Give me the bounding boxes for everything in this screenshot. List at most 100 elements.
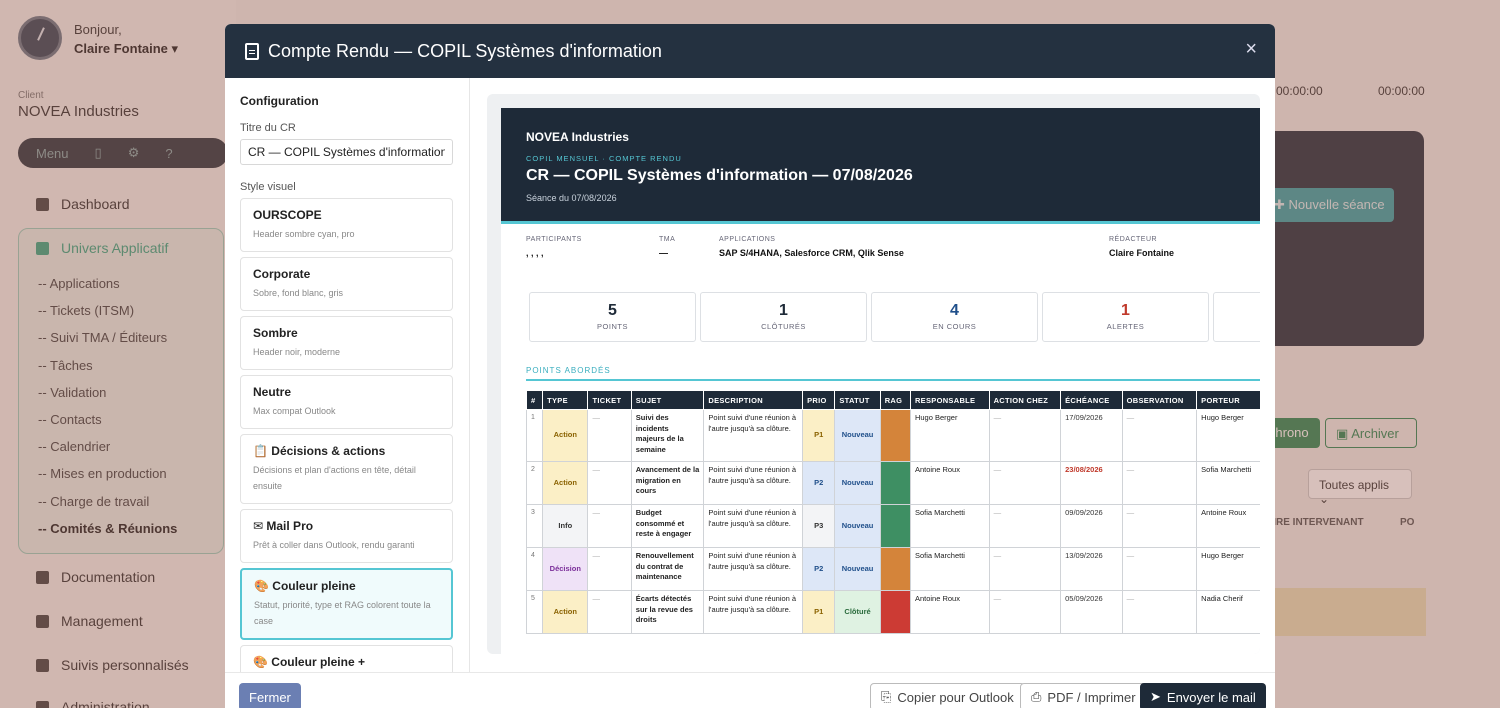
style-option-desc: Header sombre cyan, pro [253, 229, 355, 239]
user-menu[interactable]: Claire Fontaine ▾ [74, 41, 179, 56]
table-cell-rag [879, 409, 911, 462]
column-header: RESPONSABLE [909, 390, 990, 410]
gear-icon[interactable]: ⚙ [127, 145, 140, 160]
chrono-button[interactable]: Chrono [1266, 418, 1320, 448]
style-option[interactable]: ✉ Mail Pro Prêt à coller dans Outlook, re… [240, 509, 453, 563]
table-cell-ech: 05/09/2026 [1060, 590, 1123, 634]
sidebar-subitem[interactable]: Tickets (ITSM) [38, 303, 134, 318]
table-icon [36, 658, 49, 672]
modal-title: Compte Rendu — COPIL Systèmes d'informat… [268, 40, 662, 61]
client-name[interactable]: NOVEA Industries [18, 103, 139, 120]
sidebar-subitem[interactable]: Comités & Réunions [38, 521, 177, 536]
fermer-button[interactable]: Fermer [239, 683, 301, 708]
pdf-print-button[interactable]: ⎙ PDF / Imprimer [1020, 683, 1147, 708]
report-modal: Compte Rendu — COPIL Systèmes d'informat… [225, 24, 1275, 708]
style-option-name: 🎨 Couleur pleine + [253, 655, 365, 669]
sidebar-subitem[interactable]: Suivi TMA / Éditeurs [38, 330, 167, 345]
print-icon: ⎙ [1031, 689, 1042, 704]
table-cell-n: 2 [525, 461, 544, 505]
table-cell-sujet: Budget consommé et reste à engager [630, 504, 705, 548]
style-option[interactable]: 📋 Décisions & actions Décisions et plan d… [240, 434, 453, 504]
help-icon[interactable]: ? [165, 145, 173, 161]
nav-documentation[interactable]: Documentation [18, 569, 228, 585]
sidebar-subitem[interactable]: Mises en production [38, 466, 166, 481]
table-cell-chez: — [988, 504, 1062, 548]
book-icon[interactable]: ▯ [94, 145, 102, 160]
table-cell-ech: 23/08/2026 [1060, 461, 1123, 505]
table-cell-desc: Point suivi d'une réunion à l'autre jusq… [703, 409, 804, 462]
style-option-desc: Max compat Outlook [253, 406, 336, 416]
style-option[interactable]: Neutre Max compat Outlook [240, 375, 453, 429]
table-cell-sujet: Écarts détectés sur la revue des droits [630, 590, 705, 634]
users-icon [36, 614, 49, 628]
send-mail-button[interactable]: ➤ Envoyer le mail [1140, 683, 1266, 708]
table-cell-porteur: Sofia Marchetti [1196, 461, 1260, 505]
greeting: Bonjour, Claire Fontaine ▾ [74, 22, 179, 56]
menu-bar[interactable]: Menu ▯ ⚙? [18, 138, 228, 168]
column-header: TICKET [587, 390, 632, 410]
table-cell-ticket: — [587, 504, 632, 548]
table-cell-n: 4 [525, 547, 544, 591]
table-cell-obs: — [1121, 461, 1198, 505]
copy-outlook-button[interactable]: ⎘ Copier pour Outlook [870, 683, 1025, 708]
style-option[interactable]: 🎨 Couleur pleine +Tout centré sauf Obser… [240, 645, 453, 672]
sidebar-subitem[interactable]: Contacts [38, 412, 101, 427]
style-option[interactable]: 🎨 Couleur pleine Statut, priorité, type e… [240, 568, 453, 640]
table-cell-chez: — [988, 461, 1062, 505]
style-option[interactable]: Corporate Sobre, fond blanc, gris [240, 257, 453, 311]
table-cell-prio: P1 [802, 590, 836, 634]
sidebar-subitem[interactable]: Tâches [38, 358, 93, 373]
style-option-name: Neutre [253, 385, 292, 399]
table-row: 5 Action — Écarts détectés sur la revue des… [525, 590, 1260, 634]
archive-button[interactable]: ▣ Archiver [1325, 418, 1417, 448]
report-title: CR — COPIL Systèmes d'information — 07/0… [526, 167, 913, 184]
dashboard-icon [36, 197, 49, 211]
nav-admin[interactable]: Administration [18, 699, 228, 708]
nav-univers[interactable]: Univers Applicatif [18, 240, 228, 256]
nav-suivis[interactable]: Suivis personnalisés [18, 657, 228, 673]
sidebar-subitem[interactable]: Calendrier [38, 439, 110, 454]
table-cell-resp: Antoine Roux [909, 461, 990, 505]
table-cell-ech: 13/09/2026 [1060, 547, 1123, 591]
kpi-label: En cours [932, 322, 977, 331]
meta-redacteur: Rédacteur Claire Fontaine [1109, 236, 1175, 258]
kpi-value: 1 [779, 302, 788, 319]
sidebar-subitem[interactable]: Validation [38, 385, 106, 400]
new-session-button[interactable]: ✚ Nouvelle séance [1266, 188, 1394, 222]
table-cell-prio: P2 [802, 461, 836, 505]
config-heading: Configuration [240, 94, 319, 108]
table-cell-rag [879, 590, 911, 634]
table-cell-obs: — [1121, 409, 1198, 462]
menu-label[interactable]: Menu [36, 145, 69, 161]
table-cell-desc: Point suivi d'une réunion à l'autre jusq… [703, 461, 804, 505]
style-option[interactable]: OURSCOPE Header sombre cyan, pro [240, 198, 453, 252]
table-cell-type: Info [542, 504, 589, 548]
report-company: NOVEA Industries [526, 130, 629, 144]
style-option-desc: Header noir, moderne [253, 347, 341, 357]
table-cell-porteur: Hugo Berger [1196, 409, 1260, 462]
style-option-desc: Statut, priorité, type et RAG colorent t… [254, 600, 431, 626]
report-title-input[interactable] [240, 139, 453, 165]
column-header: # [525, 390, 544, 410]
style-option[interactable]: Sombre Header noir, moderne [240, 316, 453, 370]
meta-tma: TMA — [659, 236, 676, 258]
close-icon[interactable]: × [1245, 38, 1257, 60]
table-cell-statut: Nouveau [834, 409, 881, 462]
sidebar-subitem[interactable]: Applications [38, 276, 120, 291]
config-panel: Configuration Titre du CR Style visuel O… [225, 78, 470, 672]
style-option-name: OURSCOPE [253, 208, 322, 222]
nav-management[interactable]: Management [18, 613, 228, 629]
column-header: TYPE [542, 390, 589, 410]
apps-filter-select[interactable]: Toutes applis ⌄ [1308, 469, 1412, 506]
nav-dashboard[interactable]: Dashboard [18, 196, 228, 212]
table-cell-prio: P2 [802, 547, 836, 591]
table-cell-resp: Hugo Berger [909, 409, 990, 462]
sidebar-subitem[interactable]: Charge de travail [38, 494, 149, 509]
table-cell-resp: Sofia Marchetti [909, 547, 990, 591]
title-label: Titre du CR [240, 122, 296, 134]
table-cell-chez: — [988, 590, 1062, 634]
meta-participants: Participants, , , , [526, 236, 582, 258]
